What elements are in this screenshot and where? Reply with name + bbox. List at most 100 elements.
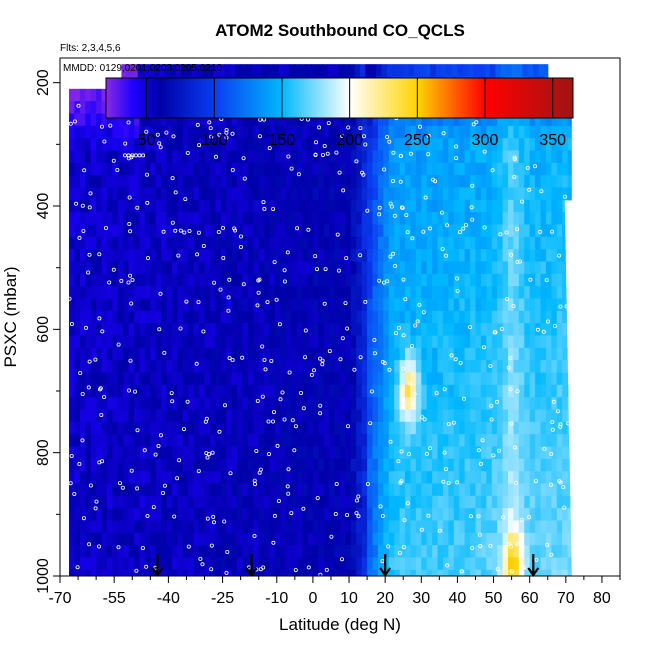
heatmap-cell xyxy=(513,162,520,176)
heatmap-cell xyxy=(334,273,341,287)
heatmap-cell xyxy=(383,113,390,127)
observation-point xyxy=(195,122,200,127)
heatmap-cell xyxy=(274,347,281,361)
heatmap-cell xyxy=(166,175,173,189)
heatmap-cell xyxy=(479,64,486,78)
heatmap-cell xyxy=(134,125,141,139)
heatmap-cell xyxy=(426,187,433,201)
heatmap-cell xyxy=(448,249,455,263)
heatmap-cell xyxy=(144,569,151,576)
heatmap-cell xyxy=(323,187,330,201)
heatmap-cell xyxy=(459,508,466,522)
heatmap-cell xyxy=(551,261,558,275)
heatmap-cell xyxy=(361,446,368,460)
heatmap-cell xyxy=(150,199,157,213)
heatmap-cell xyxy=(318,286,325,300)
heatmap-cell xyxy=(405,175,412,189)
observation-point xyxy=(392,213,397,218)
heatmap-cell xyxy=(204,261,211,275)
heatmap-cell xyxy=(323,545,330,559)
heatmap-cell xyxy=(318,520,325,534)
heatmap-cell xyxy=(470,150,477,164)
observation-point xyxy=(385,134,390,139)
heatmap-cell xyxy=(415,261,422,275)
heatmap-cell xyxy=(209,532,216,546)
heatmap-cell xyxy=(139,298,146,312)
observation-point xyxy=(170,176,175,181)
heatmap-cell xyxy=(361,434,368,448)
heatmap-cell xyxy=(215,310,222,324)
observation-point xyxy=(544,278,549,283)
heatmap-cell xyxy=(144,162,151,176)
heatmap-cell xyxy=(562,261,566,275)
heatmap-cell xyxy=(296,199,303,213)
heatmap-cell xyxy=(426,249,433,263)
observation-point xyxy=(224,570,229,575)
heatmap-cell xyxy=(242,310,249,324)
heatmap-cell xyxy=(166,409,173,423)
heatmap-cell xyxy=(296,421,303,435)
heatmap-cell xyxy=(106,310,113,324)
heatmap-cell xyxy=(258,397,265,411)
heatmap-cell xyxy=(524,335,531,349)
heatmap-cell xyxy=(497,532,504,546)
observation-point xyxy=(365,482,370,487)
observation-point xyxy=(218,287,223,292)
heatmap-cell xyxy=(247,335,254,349)
heatmap-cell xyxy=(128,199,135,213)
heatmap-cell xyxy=(383,434,390,448)
y-tick-label: 200 xyxy=(35,69,52,96)
observation-point xyxy=(184,299,189,304)
heatmap-cell xyxy=(356,249,363,263)
heatmap-cell xyxy=(280,236,287,250)
heatmap-cell xyxy=(318,532,325,546)
heatmap-cell xyxy=(291,249,298,263)
heatmap-cell xyxy=(367,446,374,460)
heatmap-cell xyxy=(545,557,552,571)
heatmap-cell xyxy=(459,125,466,139)
heatmap-cell xyxy=(177,532,184,546)
observation-point xyxy=(511,304,516,309)
heatmap-cell xyxy=(372,138,379,152)
observation-point xyxy=(558,424,563,429)
heatmap-cell xyxy=(166,446,173,460)
heatmap-cell xyxy=(372,347,379,361)
heatmap-cell xyxy=(529,113,536,127)
heatmap-cell xyxy=(529,212,536,226)
heatmap-cell xyxy=(161,113,168,127)
heatmap-cell xyxy=(421,409,428,423)
heatmap-cell xyxy=(529,347,536,361)
heatmap-cell xyxy=(345,347,352,361)
heatmap-cell xyxy=(291,150,298,164)
heatmap-cell xyxy=(269,187,276,201)
heatmap-cell xyxy=(356,150,363,164)
heatmap-cell xyxy=(204,323,211,337)
heatmap-cell xyxy=(139,212,146,226)
heatmap-cell xyxy=(172,212,179,226)
heatmap-cell xyxy=(480,483,487,497)
heatmap-cell xyxy=(74,532,81,546)
heatmap-cell xyxy=(453,298,460,312)
heatmap-cell xyxy=(172,323,179,337)
heatmap-cell xyxy=(318,397,325,411)
heatmap-cell xyxy=(540,495,547,509)
heatmap-cell xyxy=(172,138,179,152)
observation-point xyxy=(238,234,243,239)
heatmap-cell xyxy=(340,409,347,423)
heatmap-cell xyxy=(90,286,97,300)
heatmap-cell xyxy=(112,372,119,386)
heatmap-cell xyxy=(562,273,567,287)
heatmap-cell xyxy=(312,212,319,226)
heatmap-cell xyxy=(264,557,271,571)
heatmap-cell xyxy=(144,557,151,571)
chart-title: ATOM2 Southbound CO_QCLS xyxy=(215,21,465,40)
heatmap-cell xyxy=(442,162,449,176)
observation-point xyxy=(520,199,525,204)
heatmap-cell xyxy=(377,483,384,497)
heatmap-cell xyxy=(161,335,168,349)
heatmap-cell xyxy=(556,175,563,189)
observation-point xyxy=(141,153,146,158)
heatmap-cell xyxy=(106,273,113,287)
heatmap-cell xyxy=(340,298,347,312)
heatmap-cell xyxy=(302,495,309,509)
